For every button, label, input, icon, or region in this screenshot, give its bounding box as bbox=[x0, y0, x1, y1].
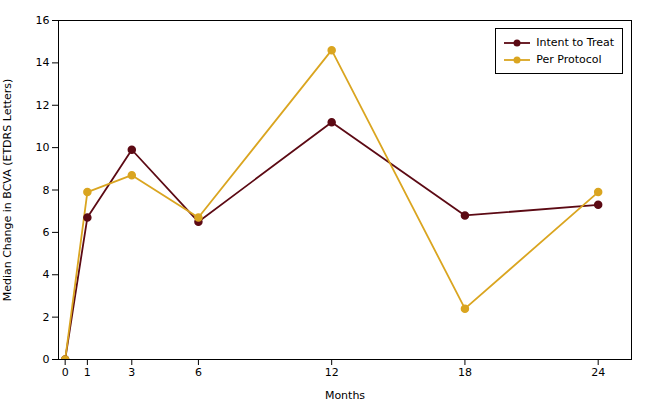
svg-text:1: 1 bbox=[84, 366, 91, 379]
html-text:Intent to Treat: Intent to Treat bbox=[536, 36, 614, 49]
svg-text:6: 6 bbox=[195, 366, 202, 379]
svg-text:12: 12 bbox=[325, 366, 339, 379]
svg-text:6: 6 bbox=[43, 226, 50, 239]
svg-text:24: 24 bbox=[591, 366, 605, 379]
html-text:Per Protocol: Per Protocol bbox=[536, 53, 602, 66]
svg-text:10: 10 bbox=[36, 141, 50, 154]
svg-text:0: 0 bbox=[43, 353, 50, 366]
svg-text:2: 2 bbox=[43, 311, 50, 324]
svg-text:4: 4 bbox=[43, 268, 50, 281]
svg-text:14: 14 bbox=[36, 56, 50, 69]
svg-text:Months: Months bbox=[325, 389, 365, 401]
svg-text:3: 3 bbox=[128, 366, 135, 379]
svg-text:0: 0 bbox=[62, 366, 69, 379]
svg-text:16: 16 bbox=[36, 14, 50, 27]
svg-text:8: 8 bbox=[43, 184, 50, 197]
svg-text:18: 18 bbox=[458, 366, 472, 379]
svg-text:12: 12 bbox=[36, 99, 50, 112]
svg-text:Median Change in BCVA (ETDRS L: Median Change in BCVA (ETDRS Letters) bbox=[1, 79, 14, 302]
